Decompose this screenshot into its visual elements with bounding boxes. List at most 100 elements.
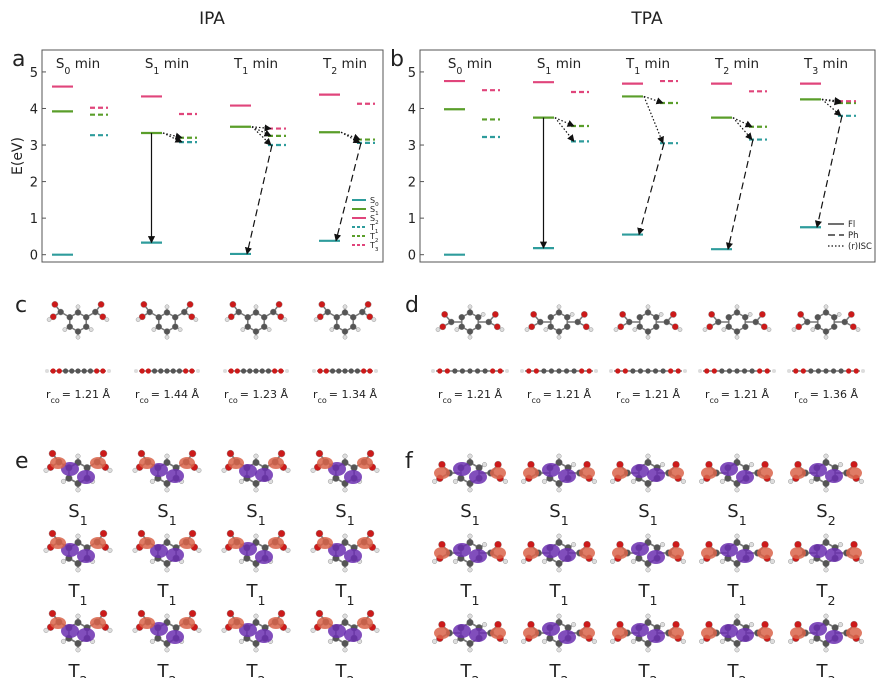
state-label: T2	[245, 661, 265, 678]
orbital-lobe	[579, 547, 595, 559]
atom	[719, 368, 724, 373]
atom	[75, 328, 81, 334]
column-label: T2 min	[322, 56, 367, 77]
atom	[542, 479, 547, 484]
panel-label: b	[390, 47, 404, 72]
bond-length: rco= 1.23 Å	[224, 388, 289, 405]
atom	[492, 311, 498, 317]
bond-subscript: co	[228, 396, 237, 405]
atom	[556, 560, 563, 567]
atom	[846, 368, 851, 373]
y-tick-label: 5	[30, 66, 38, 81]
column-label: T3 min	[803, 56, 848, 77]
state-label: T1	[156, 581, 176, 608]
atom	[375, 548, 380, 553]
atom	[749, 622, 754, 627]
atom	[82, 368, 87, 373]
atom	[498, 368, 503, 373]
atom	[89, 328, 93, 332]
atom	[557, 305, 561, 309]
panel-label: e	[15, 449, 29, 474]
atom	[557, 487, 562, 492]
atom	[742, 368, 747, 373]
atom	[253, 309, 259, 315]
atom	[467, 328, 473, 334]
orbital-lobe	[50, 457, 66, 469]
molecule	[134, 301, 200, 373]
atom	[734, 640, 741, 647]
atom	[314, 318, 318, 322]
atom	[276, 301, 282, 307]
state-label: T1	[548, 581, 568, 608]
orbital-lobe	[317, 457, 333, 469]
orbital-plot	[311, 450, 379, 492]
bond-value: = 1.21 Å	[632, 388, 681, 401]
atom	[355, 368, 360, 373]
atom	[437, 368, 442, 373]
atom	[343, 454, 348, 459]
atom	[75, 309, 81, 315]
atom	[343, 567, 348, 572]
atom	[63, 328, 67, 332]
atom	[735, 487, 740, 492]
orbital-lobe	[701, 467, 717, 479]
atom	[133, 548, 138, 553]
atom	[572, 368, 577, 373]
atom	[375, 628, 380, 633]
atom	[367, 450, 374, 457]
atom	[328, 639, 333, 644]
atom	[823, 368, 828, 373]
atom	[676, 368, 681, 373]
molecule	[431, 305, 509, 374]
atom	[468, 567, 473, 572]
atom	[660, 462, 665, 467]
atom	[541, 368, 546, 373]
atom	[181, 309, 187, 315]
bond-length: rco= 1.36 Å	[794, 388, 859, 405]
atom	[261, 314, 267, 320]
column-label: S1 min	[537, 56, 581, 77]
atom	[646, 335, 650, 339]
orbital-lobe	[558, 548, 576, 562]
atom	[467, 309, 473, 315]
bond-value: = 1.21 Å	[721, 388, 770, 401]
orbital-lobe	[228, 617, 244, 629]
bond-length: rco= 1.21 Å	[616, 388, 681, 405]
orbital-lobe	[647, 629, 665, 643]
orbital-plot	[521, 614, 596, 652]
orbital-lobe	[809, 463, 827, 477]
molecule	[223, 301, 289, 373]
atom	[75, 640, 82, 647]
atom	[681, 639, 686, 644]
atom	[798, 311, 804, 317]
bond-subscript: co	[709, 396, 718, 405]
orbital-lobe	[790, 547, 806, 559]
atom	[150, 559, 155, 564]
atom	[623, 368, 628, 373]
atom	[164, 539, 171, 546]
atom	[699, 479, 704, 484]
atom	[815, 324, 821, 330]
atom	[824, 567, 829, 572]
orbital-lobe	[255, 550, 273, 564]
atom	[468, 614, 473, 619]
bond-subscript: co	[50, 396, 59, 405]
atom	[150, 639, 155, 644]
atom	[653, 324, 659, 330]
atom	[824, 305, 828, 309]
atom	[189, 450, 196, 457]
legend-label: Fl	[848, 220, 855, 230]
atom	[557, 335, 561, 339]
orbital-plot	[788, 534, 863, 572]
atom	[788, 639, 793, 644]
atom	[349, 368, 354, 373]
bond-length: rco= 1.21 Å	[46, 388, 111, 405]
atom	[177, 368, 182, 373]
atom	[809, 479, 814, 484]
atom	[311, 548, 316, 553]
atom	[75, 368, 80, 373]
atom	[824, 534, 829, 539]
orbital-plot	[44, 530, 112, 572]
state-label: T1	[459, 581, 479, 608]
atom	[455, 328, 459, 332]
